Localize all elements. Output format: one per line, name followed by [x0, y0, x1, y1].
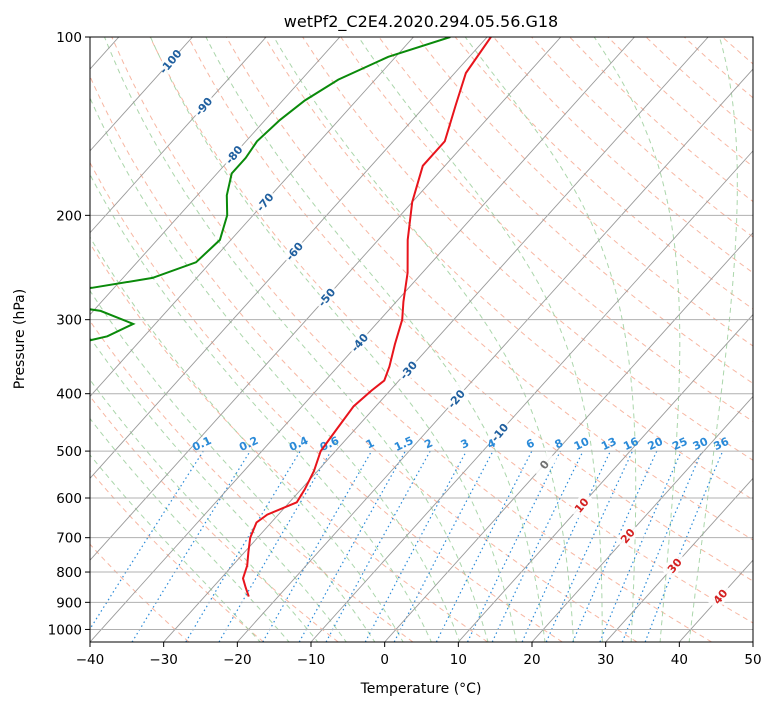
x-tick-label: 30 — [597, 652, 614, 668]
x-tick-label: −20 — [223, 652, 252, 668]
y-tick-label: 800 — [56, 565, 82, 581]
dry-adiabat — [187, 37, 753, 582]
mixing-ratio-label: 30 — [691, 435, 711, 453]
mixing-ratio-label: 36 — [712, 435, 732, 453]
isotherm-label-bg — [251, 188, 278, 216]
mixing-ratio-line — [325, 450, 431, 642]
isotherm-label-bg — [707, 582, 734, 611]
mixing-ratio-line — [466, 450, 561, 642]
moist-adiabat — [90, 289, 376, 642]
temperature-line — [241, 37, 492, 597]
dry-adiabat — [225, 37, 753, 541]
dry-adiabats — [90, 37, 753, 642]
y-tick-label: 300 — [56, 313, 82, 329]
mixing-ratio-line — [218, 450, 332, 642]
y-tick-label: 900 — [56, 595, 82, 611]
x-axis-label: Temperature (°C) — [360, 681, 482, 697]
x-tick-label: 40 — [671, 652, 688, 668]
dry-adiabat — [264, 37, 753, 501]
isotherm-label-bg — [346, 328, 373, 357]
isotherm-label-bg — [157, 47, 184, 76]
moist-adiabat — [273, 37, 575, 642]
isotherm-label-bg — [395, 356, 422, 384]
isotherm-line — [457, 313, 753, 642]
isotherm-line — [90, 37, 193, 152]
x-tick-label: 50 — [744, 652, 761, 668]
x-tick-label: 10 — [450, 652, 467, 668]
x-tick-label: −30 — [149, 652, 178, 668]
isotherm-line — [90, 37, 267, 234]
isotherm-line — [236, 68, 753, 642]
moist-adiabat — [90, 96, 461, 642]
moist-adiabat — [688, 37, 738, 642]
dry-adiabat — [90, 75, 638, 642]
isotherm-label-bg — [568, 491, 595, 519]
dry-adiabat — [302, 37, 753, 461]
mixing-ratio-line — [185, 450, 301, 642]
dry-adiabat — [111, 37, 712, 642]
y-axis-label: Pressure (hPa) — [12, 289, 28, 389]
isotherm-line — [605, 477, 753, 642]
dry-adiabat — [416, 37, 753, 347]
dry-adiabat — [90, 395, 339, 642]
y-tick-label: 600 — [56, 491, 82, 507]
isotherm-label-bg — [661, 551, 688, 580]
mixing-ratio-line — [521, 450, 611, 642]
dry-adiabat — [90, 161, 563, 642]
y-tick-label: 500 — [56, 444, 82, 460]
plot-frame — [89, 36, 754, 643]
x-tick-label: −10 — [297, 652, 326, 668]
y-tick-label: 1000 — [48, 622, 82, 638]
isotherm-line — [384, 232, 753, 642]
mixing-ratio-label: 10 — [572, 435, 592, 453]
x-tick-label: 20 — [523, 652, 540, 668]
isotherm-line — [90, 37, 414, 398]
isotherm-label-bg — [486, 418, 513, 447]
dewpoint-line — [90, 37, 451, 342]
mixing-ratio-line — [364, 450, 467, 642]
isotherm-label-bg — [614, 522, 641, 550]
moist-adiabat — [90, 236, 404, 642]
y-tick-label: 400 — [56, 387, 82, 403]
chart-title: wetPf2_C2E4.2020.294.05.56.G18 — [284, 12, 558, 32]
x-tick-label: −40 — [76, 652, 105, 668]
x-axis-ticks: −40 −30 −20 −10 0 10 20 30 40 50 — [76, 642, 762, 668]
y-tick-label: 100 — [56, 30, 82, 46]
isotherm-line — [90, 37, 341, 316]
isotherm-line — [90, 37, 488, 479]
y-tick-label: 700 — [56, 531, 82, 547]
isotherm-label-bg — [220, 140, 247, 169]
pressure-gridlines — [90, 37, 753, 630]
isotherm-label-bg — [531, 450, 558, 479]
isotherm-label-bg — [190, 92, 217, 121]
moist-adiabat — [90, 417, 290, 642]
moist-adiabat — [90, 454, 261, 642]
isotherm-label-bg — [281, 237, 308, 266]
isotherm-label-bg — [313, 283, 340, 311]
mixing-ratio-label: 25 — [670, 435, 689, 453]
mixing-ratio-line — [131, 450, 251, 642]
isotherm-line — [310, 150, 753, 642]
moist-adiabat — [464, 37, 637, 642]
mixing-ratio-label: 13 — [599, 435, 618, 453]
dry-adiabat — [90, 242, 488, 642]
mixing-ratio-label: 20 — [646, 435, 666, 453]
dry-adiabat — [90, 469, 264, 642]
moist-adiabat — [90, 378, 319, 642]
isotherm-line — [163, 37, 709, 642]
mixing-ratio-label: 16 — [621, 435, 641, 453]
isotherm-line — [90, 37, 562, 561]
mixing-ratio-line — [90, 450, 204, 631]
isotherm-label-bg — [443, 385, 470, 413]
moist-adiabat — [593, 37, 681, 642]
moist-adiabat — [90, 173, 432, 642]
moist-adiabats — [90, 37, 738, 642]
moist-adiabat — [150, 37, 518, 642]
y-axis-ticks: 100 200 300 400 500 600 700 800 900 1000 — [48, 30, 90, 638]
moist-adiabat — [205, 37, 546, 642]
y-tick-label: 200 — [56, 208, 82, 224]
x-tick-label: 0 — [380, 652, 389, 668]
